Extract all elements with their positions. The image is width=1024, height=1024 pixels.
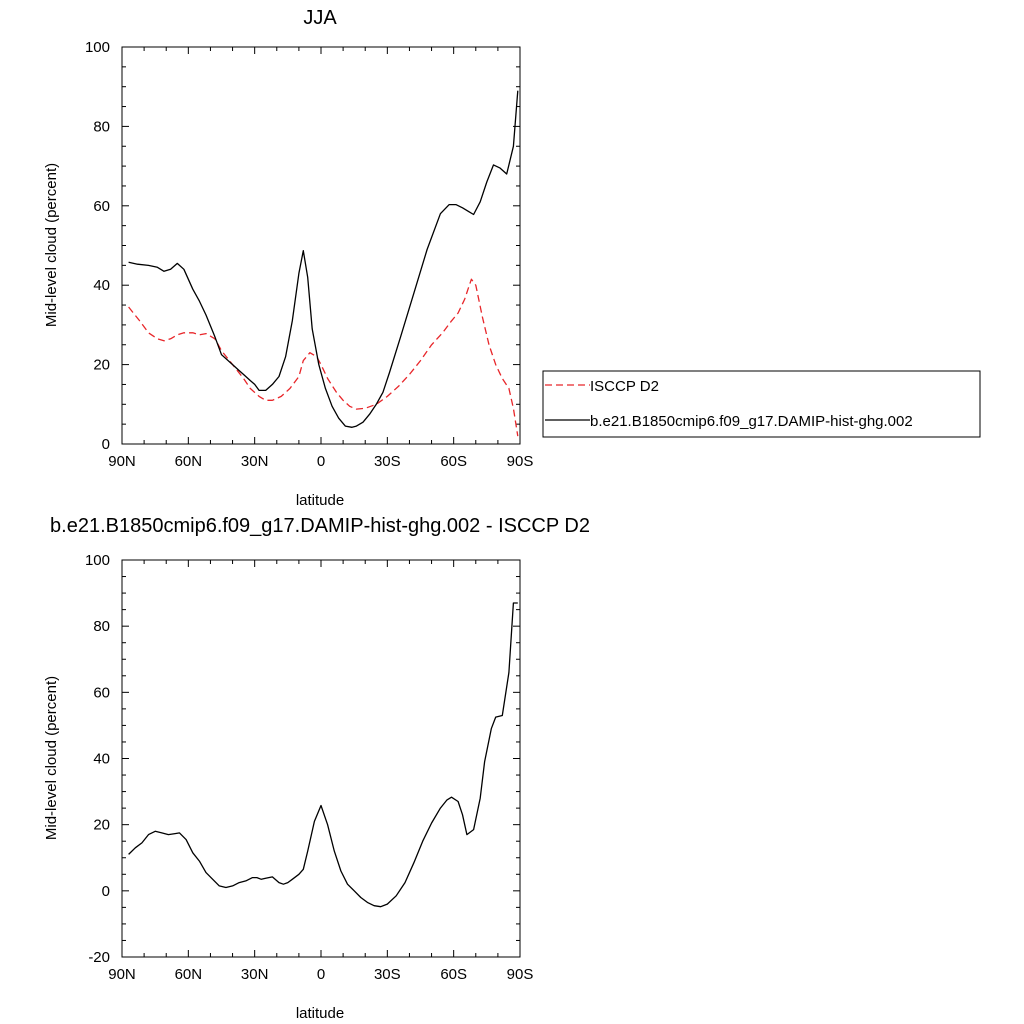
series-line-top-0 [128, 278, 519, 437]
chart-bottom-series [128, 602, 518, 908]
legend-label-isccp: ISCCP D2 [590, 378, 659, 395]
y-tick-label: 100 [85, 552, 110, 569]
x-tick-label: 90N [108, 966, 136, 983]
chart-top-title: JJA [303, 7, 337, 29]
chart-bottom-title: b.e21.B1850cmip6.f09_g17.DAMIP-hist-ghg.… [50, 515, 590, 537]
x-tick-label: 60N [175, 453, 203, 470]
x-tick-label: 30N [241, 966, 269, 983]
x-tick-label: 90S [507, 453, 534, 470]
chart-bottom-x-axis-title: latitude [296, 1005, 344, 1022]
y-tick-label: 20 [93, 357, 110, 374]
y-tick-label: 60 [93, 684, 110, 701]
chart-top-ticks: 90N 60N 30N 0 30S 60S 90S 0 20 40 60 80 100 [85, 39, 533, 470]
chart-bottom-y-axis-title: Mid-level cloud (percent) [43, 676, 60, 840]
series-line-bottom-0 [128, 602, 518, 908]
y-tick-label: 40 [93, 277, 110, 294]
y-tick-label: 0 [102, 883, 110, 900]
chart-top-series [128, 90, 519, 437]
y-tick-label: 100 [85, 39, 110, 56]
x-tick-label: 60N [175, 966, 203, 983]
x-tick-label: 30S [374, 966, 401, 983]
chart-top-plot-frame [121, 46, 521, 445]
y-tick-label: 80 [93, 118, 110, 135]
x-tick-label: 0 [317, 966, 325, 983]
chart-bottom-plot-frame [121, 559, 521, 958]
chart-top-y-axis-title: Mid-level cloud (percent) [43, 163, 60, 327]
series-line-top-1 [128, 90, 519, 428]
x-tick-label: 30N [241, 453, 269, 470]
x-tick-label: 60S [440, 453, 467, 470]
chart-bottom-ticks: 90N 60N 30N 0 30S 60S 90S -20 0 20 40 60 80 100 [85, 552, 533, 983]
legend-label-model: b.e21.B1850cmip6.f09_g17.DAMIP-hist-ghg.… [590, 413, 913, 430]
chart-top-x-axis-title: latitude [296, 492, 344, 509]
y-tick-label: 40 [93, 751, 110, 768]
x-tick-label: 90N [108, 453, 136, 470]
y-tick-label: 80 [93, 618, 110, 635]
x-tick-label: 0 [317, 453, 325, 470]
chart-top-legend: ISCCP D2 b.e21.B1850cmip6.f09_g17.DAMIP-… [542, 370, 981, 438]
y-tick-label: 20 [93, 817, 110, 834]
x-tick-label: 90S [507, 966, 534, 983]
x-tick-label: 30S [374, 453, 401, 470]
legend-box [542, 370, 981, 438]
y-tick-label: 60 [93, 198, 110, 215]
y-tick-label: 0 [102, 436, 110, 453]
chart-bottom-panel: b.e21.B1850cmip6.f09_g17.DAMIP-hist-ghg.… [43, 515, 590, 1022]
chart-top-panel: JJA 90N 60N 30N 0 30S 60S 90S 0 20 40 60 80 100 lati… [43, 7, 981, 509]
x-tick-label: 60S [440, 966, 467, 983]
y-tick-label: -20 [88, 949, 110, 966]
